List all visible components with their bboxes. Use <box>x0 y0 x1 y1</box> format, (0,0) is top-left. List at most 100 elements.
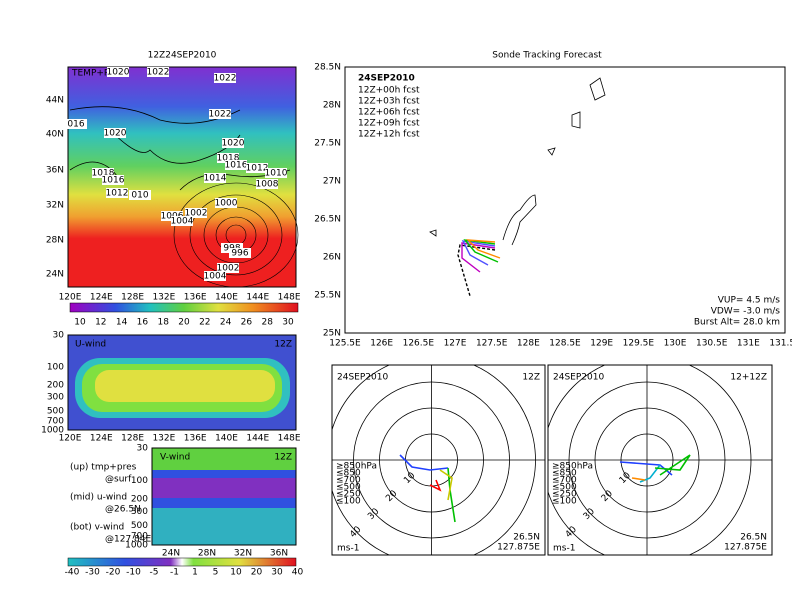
level-label: ≥850hPa <box>552 462 593 472</box>
colorbar-label: 16 <box>137 318 149 328</box>
coastline <box>69 106 291 191</box>
pressure-label: 700 <box>47 417 64 427</box>
wind-colorbar <box>67 557 297 567</box>
frame <box>67 334 297 431</box>
contour-label-bg <box>204 271 226 281</box>
contour-label: 010 <box>131 191 148 201</box>
hodo-trace <box>631 477 646 481</box>
contour-label-bg <box>129 190 151 200</box>
contour-label-bg <box>217 263 239 273</box>
temp-map <box>67 66 299 313</box>
ring-label: 30 <box>582 507 597 522</box>
colorbar-label: 24 <box>220 318 232 328</box>
lon-label: 130.5E <box>696 339 728 349</box>
level-label: ≤100 <box>552 497 577 507</box>
map-title: 12Z24SEP2010 <box>148 51 217 61</box>
contour-label-bg <box>104 128 126 138</box>
colorbar-label: 30 <box>282 318 294 328</box>
lat-label: 28N <box>323 101 341 111</box>
contour-label-bg <box>215 198 237 208</box>
location-label: 127.875E <box>724 543 767 553</box>
track-title: Sonde Tracking Forecast <box>492 51 602 61</box>
legend-entry: 12Z+09h fcst <box>358 119 420 129</box>
field-label: TEMP+PRES <box>71 69 127 79</box>
contour-label-bg <box>229 248 251 258</box>
contour-label-bg <box>204 173 226 183</box>
v-wind-panel <box>67 447 297 567</box>
contour-label-bg <box>265 168 287 178</box>
contour-label: 1004 <box>204 272 227 282</box>
colorbar-label: -1 <box>170 568 179 578</box>
lat-label: 32N <box>46 201 64 211</box>
lon-label: 136E <box>184 434 207 444</box>
colorbar-label: 1 <box>192 568 198 578</box>
track-line <box>461 240 496 266</box>
lon-label: 132E <box>152 434 175 444</box>
level-label: ≤850 <box>552 469 577 479</box>
pressure-label: 500 <box>131 521 148 531</box>
lon-label: 128E <box>121 434 144 444</box>
legend-entry: 12Z+03h fcst <box>358 97 420 107</box>
hodo-trace <box>639 464 661 483</box>
frame <box>331 364 546 556</box>
hodograph <box>547 364 773 556</box>
colorbar <box>69 302 299 313</box>
legend-entry: 12Z+00h fcst <box>358 86 420 96</box>
lat-label: 44N <box>46 96 64 106</box>
level-label: ≥850hPa <box>336 462 377 472</box>
contour-label-bg <box>225 160 247 170</box>
level-label: ≤700 <box>552 476 577 486</box>
lon-label: 125.5E <box>329 339 361 349</box>
lat-label: 26.5N <box>314 215 341 225</box>
hodo-date: 24SEP2010 <box>337 373 388 383</box>
panel-time: 12Z <box>274 453 292 463</box>
colorbar-label: 10 <box>74 318 86 328</box>
pressure-label: 300 <box>47 393 64 403</box>
contour-label-bg <box>147 67 169 77</box>
contour-label: 996 <box>231 249 248 259</box>
pressure-label: 200 <box>47 381 64 391</box>
legend-entry: 12Z+06h fcst <box>358 108 420 118</box>
pressure-label: 200 <box>131 495 148 505</box>
lat-label: 24N <box>162 549 180 559</box>
contour-label: 1020 <box>107 68 130 78</box>
contour-label-bg <box>246 163 268 173</box>
colorbar-label: 20 <box>178 318 190 328</box>
stat: VDW= -3.0 m/s <box>711 307 781 317</box>
stat: VUP= 4.5 m/s <box>718 296 781 306</box>
contour-label: 1000 <box>215 199 238 209</box>
hodograph <box>331 364 546 556</box>
hodo-rings <box>332 365 545 555</box>
note: @26.5N <box>105 505 141 515</box>
u-wind-panel <box>67 334 297 431</box>
contour-label: 1014 <box>204 174 227 184</box>
contour-label: 1016 <box>225 161 248 171</box>
location-label: 26.5N <box>513 533 540 543</box>
colorbar-label: -5 <box>150 568 159 578</box>
location-label: 26.5N <box>740 533 767 543</box>
contour-label-bg <box>217 153 239 163</box>
note: (bot) v-wind <box>70 523 124 533</box>
level-label: ≤700 <box>336 476 361 486</box>
colorbar-label: -40 <box>65 568 80 578</box>
contour-label: 1018 <box>92 169 115 179</box>
v-band <box>152 478 296 498</box>
track-line <box>461 242 496 273</box>
lon-label: 129.5E <box>623 339 655 349</box>
lon-label: 126E <box>370 339 393 349</box>
colorbar-label: -20 <box>106 568 121 578</box>
contour-label: 1002 <box>217 264 240 274</box>
lon-label: 144E <box>246 293 269 303</box>
lat-label: 40N <box>46 130 64 140</box>
lon-label: 130E <box>664 339 687 349</box>
contour-label: 1002 <box>185 209 208 219</box>
pressure-label: 30 <box>137 444 149 454</box>
level-label: ≤250 <box>336 490 361 500</box>
track-panel <box>344 66 786 334</box>
contour-label-bg <box>106 188 128 198</box>
contour-label-bg <box>65 119 87 129</box>
lat-label: 28.5N <box>314 63 341 73</box>
contour-label-bg <box>256 179 278 189</box>
contour-label: 1012 <box>106 189 129 199</box>
colorbar-label: 5 <box>213 568 219 578</box>
